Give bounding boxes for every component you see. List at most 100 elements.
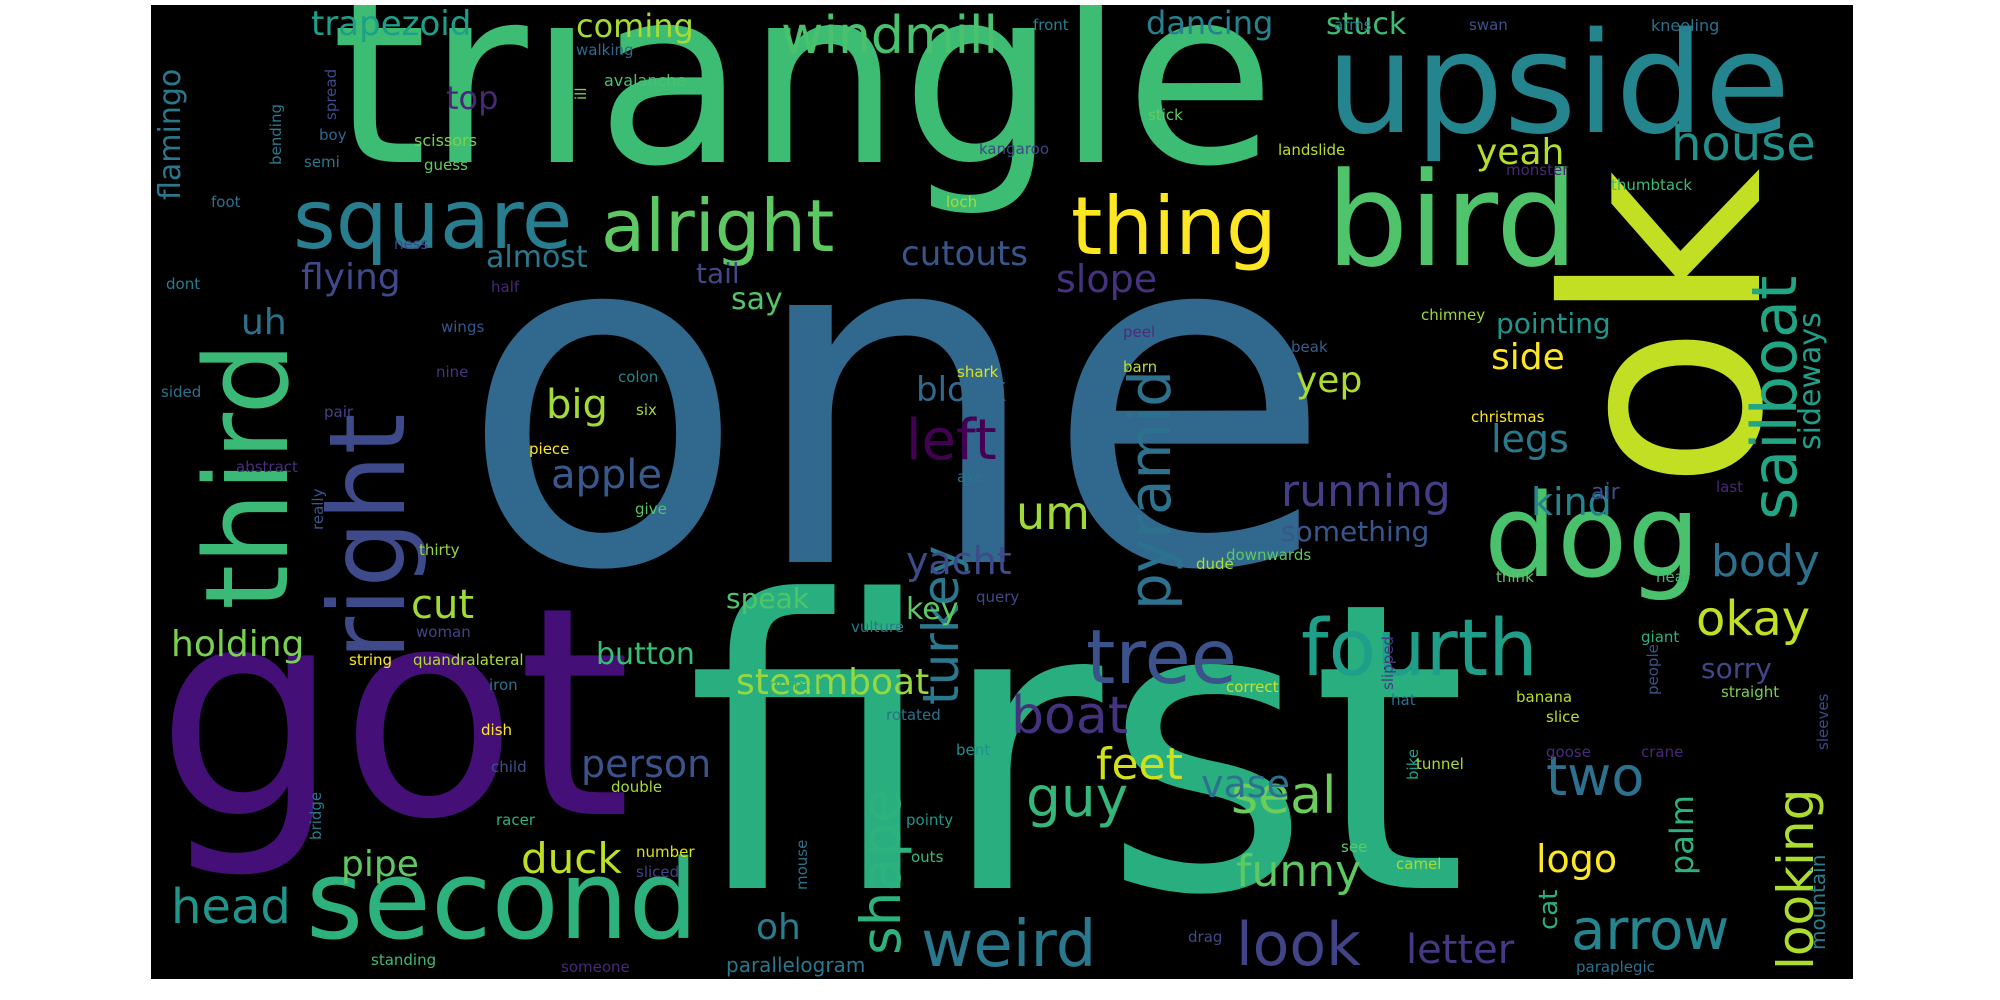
word-hat: hat <box>1391 691 1416 709</box>
word-goose: goose <box>1546 743 1591 761</box>
word-dude: dude <box>1196 555 1234 573</box>
word-loch: loch <box>946 193 978 211</box>
word-sleeves: sleeves <box>1814 693 1832 750</box>
word-oh: oh <box>756 907 801 948</box>
word-spread: spread <box>322 68 340 120</box>
word-look: look <box>1236 910 1361 979</box>
word-block: block <box>916 370 1007 410</box>
word-camel: camel <box>1396 855 1442 873</box>
word-really: really <box>309 488 327 530</box>
word-pyramid: pyramid <box>1116 370 1184 610</box>
word-cutouts: cutouts <box>901 234 1028 274</box>
word-triangle: triangle <box>331 5 1276 220</box>
word-key: key <box>906 592 959 627</box>
word-monster: monster <box>1506 161 1569 179</box>
word-say: say <box>731 282 783 317</box>
word-normal: normal <box>769 676 822 694</box>
word-sliced: sliced <box>636 863 680 881</box>
word-left: left <box>906 408 997 473</box>
word-seal: seal <box>1231 766 1337 826</box>
word-something: something <box>1281 515 1430 548</box>
word-beak: beak <box>1291 338 1328 356</box>
word-string: string <box>349 651 393 669</box>
word-duck: duck <box>521 834 622 883</box>
word-bird: bird <box>1326 144 1579 296</box>
word-colon: colon <box>618 368 659 386</box>
word-sideways: sideways <box>1793 312 1828 450</box>
word-slope: slope <box>1056 257 1158 301</box>
word-woman: woman <box>416 623 471 641</box>
word-hear: hear <box>1656 568 1691 586</box>
word-crane: crane <box>1641 743 1684 761</box>
word-alright: alright <box>601 184 835 268</box>
word-house: house <box>1671 116 1816 172</box>
word-give: give <box>635 500 667 518</box>
word-weird: weird <box>921 908 1097 979</box>
word-correct: correct <box>1226 678 1279 696</box>
word-front: front <box>1033 16 1069 34</box>
word-top: top <box>446 79 499 117</box>
word-shape: shape <box>849 789 913 955</box>
word-racer: racer <box>496 811 536 829</box>
word-right: right <box>307 413 429 660</box>
word-um: um <box>1016 486 1090 540</box>
word-slipped: slipped <box>1379 636 1397 690</box>
word-see: see <box>1341 838 1368 856</box>
word-logo: logo <box>1536 837 1618 881</box>
word-yep: yep <box>1296 360 1363 401</box>
word-walking: walking <box>576 41 634 59</box>
word-straight: straight <box>1721 683 1780 701</box>
word-rotated: rotated <box>886 706 941 724</box>
word-steamboat: steamboat <box>736 662 930 703</box>
word-running: running <box>1281 466 1451 517</box>
word-foot: foot <box>211 193 241 211</box>
word-stick: stick <box>1148 106 1183 124</box>
word-side: side <box>1491 337 1565 378</box>
word-standing: standing <box>371 951 437 969</box>
word-slice: slice <box>1546 708 1580 726</box>
word-legs: legs <box>1491 417 1569 461</box>
word-guy: guy <box>1026 765 1129 829</box>
word-pointy: pointy <box>906 811 954 829</box>
word-trapezoid: trapezoid <box>311 5 472 44</box>
word-feet: feet <box>1096 739 1183 790</box>
word-windmill: windmill <box>781 6 998 66</box>
word-wings: wings <box>441 318 485 336</box>
word-boy: boy <box>319 126 347 144</box>
word-guess: guess <box>424 156 468 174</box>
word-bending: bending <box>267 104 285 165</box>
word-ness: ness <box>394 235 429 253</box>
word-axe: axe <box>957 468 984 486</box>
word-banana: banana <box>1516 688 1573 706</box>
word-kneeling: kneeling <box>1651 16 1720 35</box>
word-stuck: stuck <box>1326 7 1407 42</box>
word-fourth: fourth <box>1301 604 1538 694</box>
word-paraplegic: paraplegic <box>1576 958 1655 976</box>
word-palm: palm <box>1663 795 1701 875</box>
word-yeah: yeah <box>1476 132 1565 173</box>
word-arrow: arrow <box>1571 898 1730 963</box>
word-apple: apple <box>551 452 663 498</box>
word-thing: thing <box>1071 180 1277 273</box>
word-dish: dish <box>481 721 513 739</box>
word-big: big <box>546 382 608 428</box>
word-shark: shark <box>957 363 999 381</box>
word-one: one <box>459 126 1334 673</box>
word-landslide: landslide <box>1278 141 1346 159</box>
word-boat: boat <box>1011 686 1129 746</box>
word-someone: someone <box>561 958 630 976</box>
word-dont: dont <box>166 275 201 293</box>
word-semi: semi <box>304 153 340 171</box>
word-double: double <box>611 778 663 796</box>
word-tree: tree <box>1086 613 1237 701</box>
word-arms: arms <box>1334 16 1372 34</box>
word-thirty: thirty <box>419 541 460 559</box>
word-holding: holding <box>171 624 305 665</box>
word-people: people <box>1644 644 1662 695</box>
word-tail: tail <box>696 257 740 290</box>
word-think: think <box>1496 568 1534 586</box>
word-cloud: one first triangle got ok upside bird th… <box>151 5 1853 979</box>
word-mountain: mountain <box>1806 854 1830 950</box>
word-abstract: abstract <box>236 458 298 476</box>
word-half: half <box>491 278 520 296</box>
